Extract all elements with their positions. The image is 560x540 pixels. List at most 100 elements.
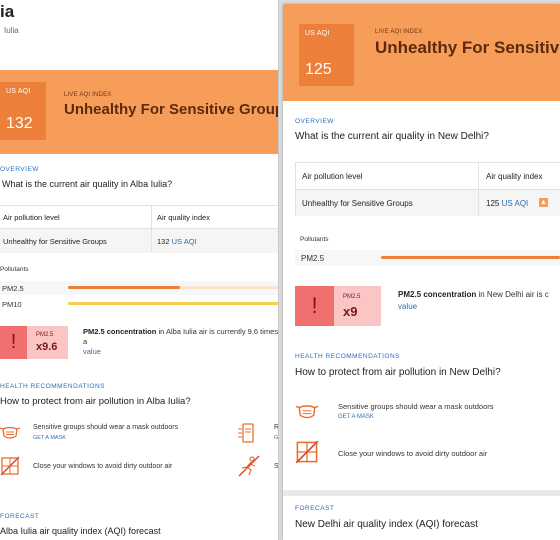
air-purifier-icon	[238, 423, 254, 443]
no-exercise-icon	[238, 455, 260, 477]
overview-label: OVERVIEW	[0, 166, 39, 173]
aqi-index-number: 125	[486, 199, 500, 208]
health-label: HEALTH RECOMMENDATIONS	[295, 353, 401, 360]
concentration-badge: ! PM2.5 x9	[295, 286, 381, 326]
concentration-pollutant: PM2.5	[343, 294, 361, 300]
recommendation-exercise: S	[236, 455, 279, 479]
section-divider	[283, 490, 560, 496]
recommendation-text: R	[274, 424, 279, 431]
recommendation-text: Sensitive groups should wear a mask outd…	[33, 424, 179, 431]
pollutant-row-pm25: PM2.5	[295, 250, 560, 266]
recommendation-windows: Close your windows to avoid dirty outdoo…	[0, 456, 278, 478]
aqi-table-header: Air pollution level Air quality index	[0, 206, 278, 229]
concentration-value-link[interactable]: value	[398, 302, 418, 311]
aqi-badge: US AQI 132	[0, 82, 46, 140]
aqi-index-value: 125 US AQI	[486, 199, 528, 208]
recommendation-text: Sensitive groups should wear a mask outd…	[338, 402, 494, 411]
recommendation-mask: Sensitive groups should wear a mask outd…	[0, 422, 278, 444]
forecast-label: FORECAST	[0, 513, 40, 520]
alba-iulia-panel: ia Iulia US AQI 132 LIVE AQI INDEX Unhea…	[0, 0, 279, 540]
window-closed-icon	[0, 456, 20, 476]
col-pollution-level: Air pollution level	[3, 213, 60, 222]
overview-label: OVERVIEW	[295, 118, 334, 125]
window-closed-icon	[295, 440, 319, 464]
concentration-multiplier: x9	[343, 304, 358, 319]
warning-icon: !	[295, 286, 334, 326]
overview-question: What is the current air quality in New D…	[295, 131, 489, 142]
table-divider	[151, 206, 152, 252]
aqi-table-header: Air pollution level Air quality index	[296, 163, 560, 190]
pollutant-bar	[381, 256, 560, 259]
table-divider	[478, 163, 479, 215]
pollutant-bar	[68, 302, 278, 305]
trend-up-icon: ▲	[539, 198, 548, 207]
health-question: How to protect from air pollution in Alb…	[0, 396, 191, 407]
concentration-value-link[interactable]: value	[83, 347, 101, 356]
concentration-badge: ! PM2.5 x9.6	[0, 326, 68, 359]
pollution-level-value: Unhealthy for Sensitive Groups	[3, 237, 107, 246]
aqi-badge-label: US AQI	[305, 30, 330, 37]
aqi-banner: US AQI 125 LIVE AQI INDEX Unhealthy For …	[283, 4, 560, 101]
recommendation-text: S	[274, 463, 279, 470]
recommendation-text: Close your windows to avoid dirty outdoo…	[338, 449, 488, 458]
col-air-quality-index: Air quality index	[157, 213, 210, 222]
page-title: ia	[0, 2, 15, 21]
warning-icon: !	[0, 326, 27, 359]
get-mask-link[interactable]: GET A MASK	[338, 414, 374, 420]
concentration-desc: in Alba Iulia air is currently 9.6 times…	[83, 327, 279, 346]
aqi-badge-label: US AQI	[6, 88, 31, 95]
recommendation-purifier: R G	[236, 422, 279, 446]
concentration-desc: in New Delhi air is c	[476, 290, 549, 299]
live-aqi-label: LIVE AQI INDEX	[375, 29, 423, 35]
aqi-unit: US AQI	[501, 199, 529, 208]
concentration-multiplier: x9.6	[36, 341, 58, 353]
aqi-level: Unhealthy For Sensitive Groups	[375, 38, 560, 57]
pollutant-bar-fill	[68, 302, 278, 305]
pollutant-name: PM2.5	[2, 284, 24, 293]
forecast-label: FORECAST	[295, 505, 335, 512]
pollutant-row-pm25: PM2.5	[0, 281, 278, 295]
aqi-table: Air pollution level Air quality index Un…	[0, 205, 278, 253]
forecast-question: New Delhi air quality index (AQI) foreca…	[295, 519, 478, 530]
aqi-unit: US AQI	[171, 237, 197, 246]
concentration-pollutant: PM2.5	[36, 332, 54, 338]
recommendation-link[interactable]: G	[274, 435, 279, 441]
aqi-badge: US AQI 125	[299, 24, 354, 86]
get-mask-link[interactable]: GET A MASK	[33, 435, 66, 441]
forecast-question: Alba Iulia air quality index (AQI) forec…	[0, 526, 161, 536]
table-row: Unhealthy for Sensitive Groups 125 US AQ…	[296, 190, 560, 216]
aqi-table: Air pollution level Air quality index Un…	[295, 162, 560, 216]
recommendation-mask: Sensitive groups should wear a mask outd…	[295, 400, 560, 424]
mask-icon	[0, 426, 20, 439]
concentration-title: PM2.5 concentration	[398, 290, 477, 299]
new-delhi-panel: US AQI 125 LIVE AQI INDEX Unhealthy For …	[283, 4, 560, 540]
concentration-title: PM2.5 concentration	[83, 327, 157, 336]
concentration-text: PM2.5 concentration in New Delhi air is …	[398, 289, 560, 313]
aqi-index-number: 132	[157, 237, 170, 246]
pollutant-name: PM10	[2, 300, 22, 309]
table-row: Unhealthy for Sensitive Groups 132 US AQ…	[0, 229, 278, 253]
pollution-level-value: Unhealthy for Sensitive Groups	[302, 199, 413, 208]
pollutant-name: PM2.5	[301, 254, 325, 263]
health-label: HEALTH RECOMMENDATIONS	[0, 383, 106, 390]
aqi-index-value: 132 US AQI	[157, 237, 197, 246]
overview-question: What is the current air quality in Alba …	[2, 179, 173, 189]
aqi-value: 132	[6, 115, 33, 132]
pollutants-label: Pollutants	[300, 236, 329, 243]
health-question: How to protect from air pollution in New…	[295, 367, 501, 378]
aqi-value: 125	[305, 61, 332, 78]
concentration-text: PM2.5 concentration in Alba Iulia air is…	[83, 327, 279, 357]
pollutant-row-pm10: PM10	[0, 297, 278, 311]
aqi-level: Unhealthy For Sensitive Groups	[64, 101, 279, 118]
page-subtitle: Iulia	[4, 26, 19, 35]
pollutants-label: Pollutants	[0, 266, 29, 273]
mask-icon	[295, 405, 319, 419]
recommendation-text: Close your windows to avoid dirty outdoo…	[33, 463, 173, 470]
pollutant-bar-fill	[381, 256, 560, 259]
live-aqi-label: LIVE AQI INDEX	[64, 92, 112, 98]
col-air-quality-index: Air quality index	[486, 172, 543, 181]
pollutant-bar	[68, 286, 278, 289]
pollutant-bar-fill	[68, 286, 180, 289]
recommendation-windows: Close your windows to avoid dirty outdoo…	[295, 440, 560, 466]
col-pollution-level: Air pollution level	[302, 172, 363, 181]
